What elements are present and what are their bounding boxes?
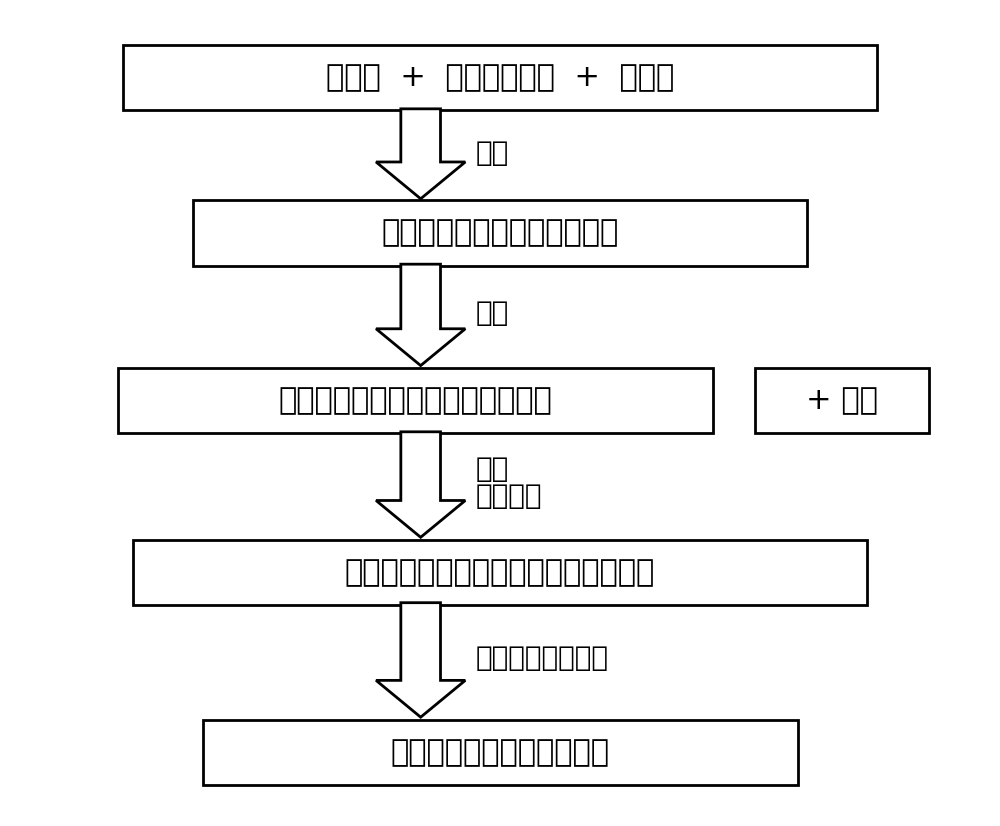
Text: 混合: 混合 <box>475 455 508 483</box>
Polygon shape <box>376 109 465 199</box>
FancyBboxPatch shape <box>118 368 713 434</box>
Polygon shape <box>376 603 465 717</box>
Text: 混合: 混合 <box>475 139 508 167</box>
Text: 搅拌均匀: 搅拌均匀 <box>475 482 542 510</box>
FancyBboxPatch shape <box>133 539 867 605</box>
FancyBboxPatch shape <box>193 201 807 266</box>
Text: + 铝灰: + 铝灰 <box>806 387 878 415</box>
Text: 高镁粉  +  垃圾焚烧飞灰  +  煤矸石: 高镁粉 + 垃圾焚烧飞灰 + 煤矸石 <box>326 64 674 93</box>
FancyBboxPatch shape <box>755 368 929 434</box>
Text: 氯氧镁掺混合硅酸盐水泥生料细粉: 氯氧镁掺混合硅酸盐水泥生料细粉 <box>279 387 553 415</box>
Text: 研磨: 研磨 <box>475 299 508 327</box>
Text: 氯氧镁掺混合硅铝酸盐水泥: 氯氧镁掺混合硅铝酸盐水泥 <box>391 738 610 767</box>
Text: 低温等离子体放电: 低温等离子体放电 <box>475 644 608 672</box>
Text: 氯氧镁掺混合硅酸盐水泥生料: 氯氧镁掺混合硅酸盐水泥生料 <box>381 219 619 248</box>
FancyBboxPatch shape <box>123 45 877 111</box>
Polygon shape <box>376 264 465 366</box>
Polygon shape <box>376 432 465 537</box>
FancyBboxPatch shape <box>203 719 798 785</box>
Text: 铝灰氯氧镁掺混合硅酸盐水泥生料细粉: 铝灰氯氧镁掺混合硅酸盐水泥生料细粉 <box>345 558 655 587</box>
